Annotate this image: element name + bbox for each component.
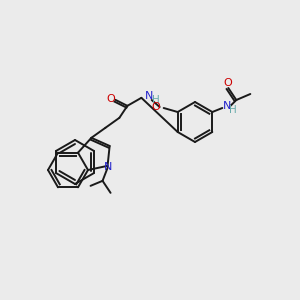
Text: N: N <box>223 101 232 111</box>
Text: H: H <box>230 105 237 115</box>
Text: O: O <box>151 102 160 112</box>
Text: N: N <box>104 162 113 172</box>
Text: O: O <box>223 78 232 88</box>
Text: O: O <box>106 94 115 104</box>
Text: H: H <box>152 95 159 105</box>
Text: N: N <box>145 91 154 101</box>
